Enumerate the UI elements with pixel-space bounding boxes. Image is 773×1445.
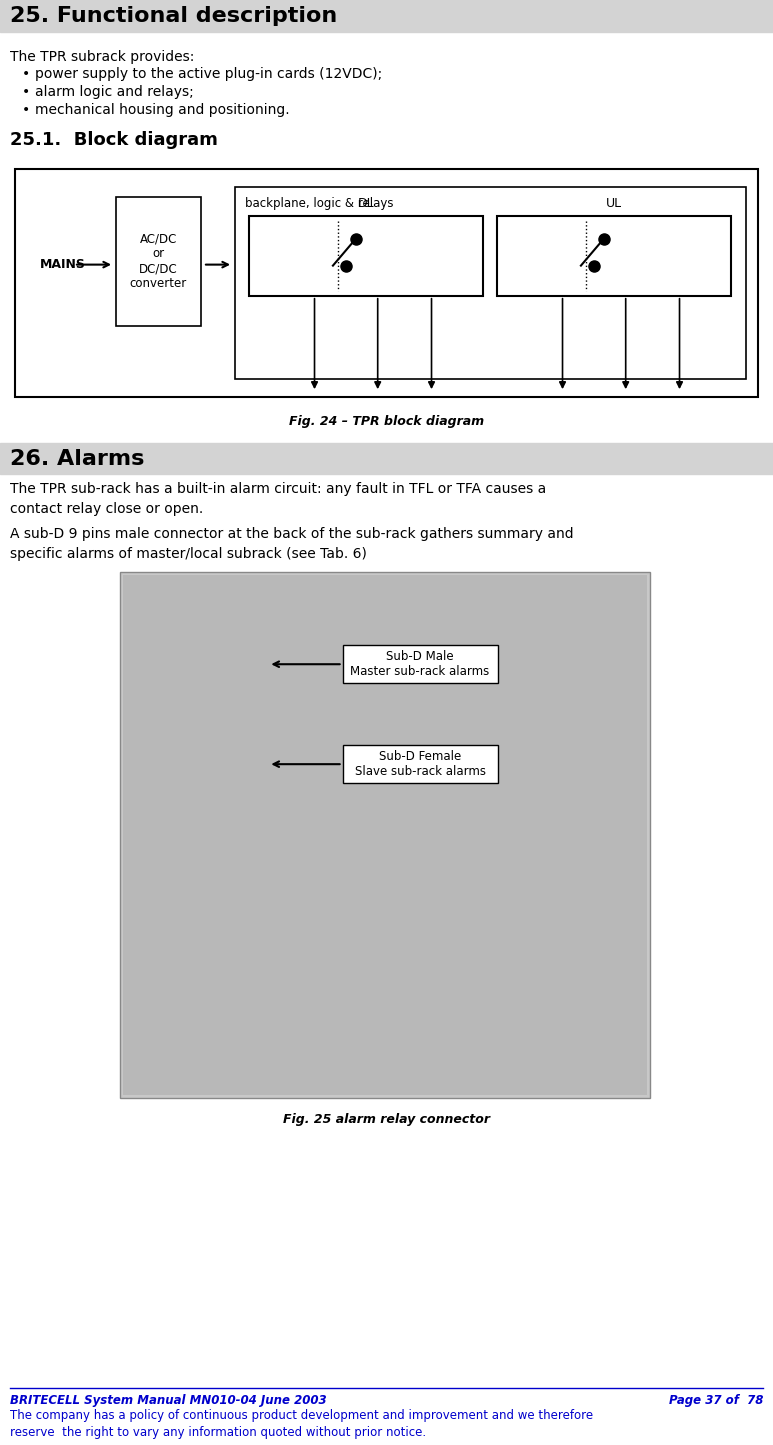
- Text: MAINS: MAINS: [40, 259, 86, 272]
- Text: •: •: [22, 103, 30, 117]
- Bar: [120, 572, 650, 1098]
- Text: Fig. 25 alarm relay connector: Fig. 25 alarm relay connector: [283, 1113, 490, 1126]
- Text: 25. Functional description: 25. Functional description: [10, 6, 337, 26]
- Text: •: •: [22, 85, 30, 100]
- Text: The company has a policy of continuous product development and improvement and w: The company has a policy of continuous p…: [10, 1409, 593, 1439]
- Bar: [249, 217, 483, 296]
- Bar: [116, 197, 201, 325]
- Bar: [497, 217, 731, 296]
- Text: backplane, logic & relays: backplane, logic & relays: [245, 197, 393, 210]
- Text: Sub-D Female
Slave sub-rack alarms: Sub-D Female Slave sub-rack alarms: [355, 750, 485, 779]
- Bar: [0, 442, 773, 474]
- Text: The TPR sub-rack has a built-in alarm circuit: any fault in TFL or TFA causes a
: The TPR sub-rack has a built-in alarm ci…: [10, 483, 547, 516]
- Text: alarm logic and relays;: alarm logic and relays;: [35, 85, 194, 100]
- Bar: [342, 646, 498, 683]
- Text: Fig. 24 – TPR block diagram: Fig. 24 – TPR block diagram: [289, 415, 484, 428]
- Bar: [235, 186, 746, 379]
- Text: UL: UL: [606, 198, 622, 211]
- Text: •: •: [22, 68, 30, 81]
- Text: power supply to the active plug-in cards (12VDC);: power supply to the active plug-in cards…: [35, 68, 383, 81]
- Bar: [342, 746, 498, 783]
- Bar: [15, 169, 758, 397]
- Bar: [0, 0, 773, 32]
- Text: DL: DL: [358, 198, 374, 211]
- Text: 26. Alarms: 26. Alarms: [10, 448, 145, 468]
- Text: Sub-D Male
Master sub-rack alarms: Sub-D Male Master sub-rack alarms: [350, 650, 490, 678]
- Text: BRITECELL System Manual MN010-04 June 2003: BRITECELL System Manual MN010-04 June 20…: [10, 1393, 327, 1406]
- Text: A sub-D 9 pins male connector at the back of the sub-rack gathers summary and
sp: A sub-D 9 pins male connector at the bac…: [10, 527, 574, 561]
- Text: The TPR subrack provides:: The TPR subrack provides:: [10, 49, 194, 64]
- Bar: [123, 575, 647, 1095]
- Text: 25.1.  Block diagram: 25.1. Block diagram: [10, 131, 218, 149]
- Text: AC/DC
or
DC/DC
converter: AC/DC or DC/DC converter: [130, 233, 187, 290]
- Text: mechanical housing and positioning.: mechanical housing and positioning.: [35, 103, 290, 117]
- Text: Page 37 of  78: Page 37 of 78: [669, 1393, 763, 1406]
